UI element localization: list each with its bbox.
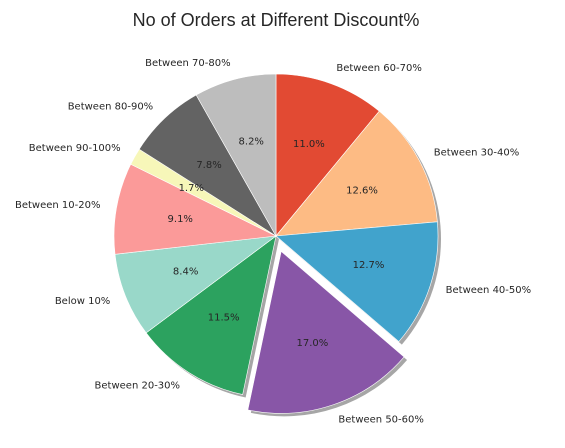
- percent-label-between-80-90: 7.8%: [196, 160, 221, 171]
- category-label-between-60-70: Between 60-70%: [336, 63, 422, 74]
- pie-slice-between-30-40: [275, 110, 438, 237]
- pie-slice-between-20-30: [145, 235, 277, 395]
- percent-label-between-60-70: 11.0%: [293, 139, 325, 150]
- pie-slices: [113, 73, 439, 414]
- percent-label-between-70-80: 8.2%: [239, 137, 264, 148]
- percent-labels: 11.0% 12.6% 12.7% 17.0% 11.5% 8.4% 9.1% 1.7% 7.8…: [168, 137, 385, 349]
- percent-label-below-10: 8.4%: [173, 266, 198, 277]
- chart-title: No of Orders at Different Discount%: [133, 10, 420, 30]
- category-label-between-30-40: Between 30-40%: [434, 148, 520, 159]
- category-label-below-10: Below 10%: [55, 296, 111, 307]
- pie-slice-between-60-70: [275, 73, 380, 237]
- category-label-between-70-80: Between 70-80%: [145, 58, 231, 69]
- pie-slice-between-70-80: [195, 73, 277, 238]
- pie-slice-between-50-60: [247, 250, 405, 414]
- category-label-between-50-60: Between 50-60%: [338, 415, 424, 426]
- category-label-between-20-30: Between 20-30%: [95, 381, 181, 392]
- percent-label-between-30-40: 12.6%: [346, 185, 378, 196]
- category-label-between-40-50: Between 40-50%: [446, 285, 531, 296]
- category-labels: Between 60-70% Between 30-40% Between 40-5…: [15, 58, 531, 425]
- pie-slice-below-10: [114, 235, 278, 334]
- category-label-between-90-100: Between 90-100%: [29, 143, 121, 154]
- category-label-between-10-20: Between 10-20%: [15, 200, 101, 211]
- percent-label-between-50-60: 17.0%: [297, 338, 329, 349]
- percent-label-between-40-50: 12.7%: [353, 260, 385, 271]
- percent-label-between-90-100: 1.7%: [179, 183, 204, 194]
- category-label-between-80-90: Between 80-90%: [68, 101, 154, 112]
- percent-label-between-10-20: 9.1%: [168, 214, 193, 225]
- percent-label-between-20-30: 11.5%: [208, 312, 240, 323]
- pie-slice-between-10-20: [113, 163, 278, 255]
- pie-slice-between-40-50: [275, 221, 439, 343]
